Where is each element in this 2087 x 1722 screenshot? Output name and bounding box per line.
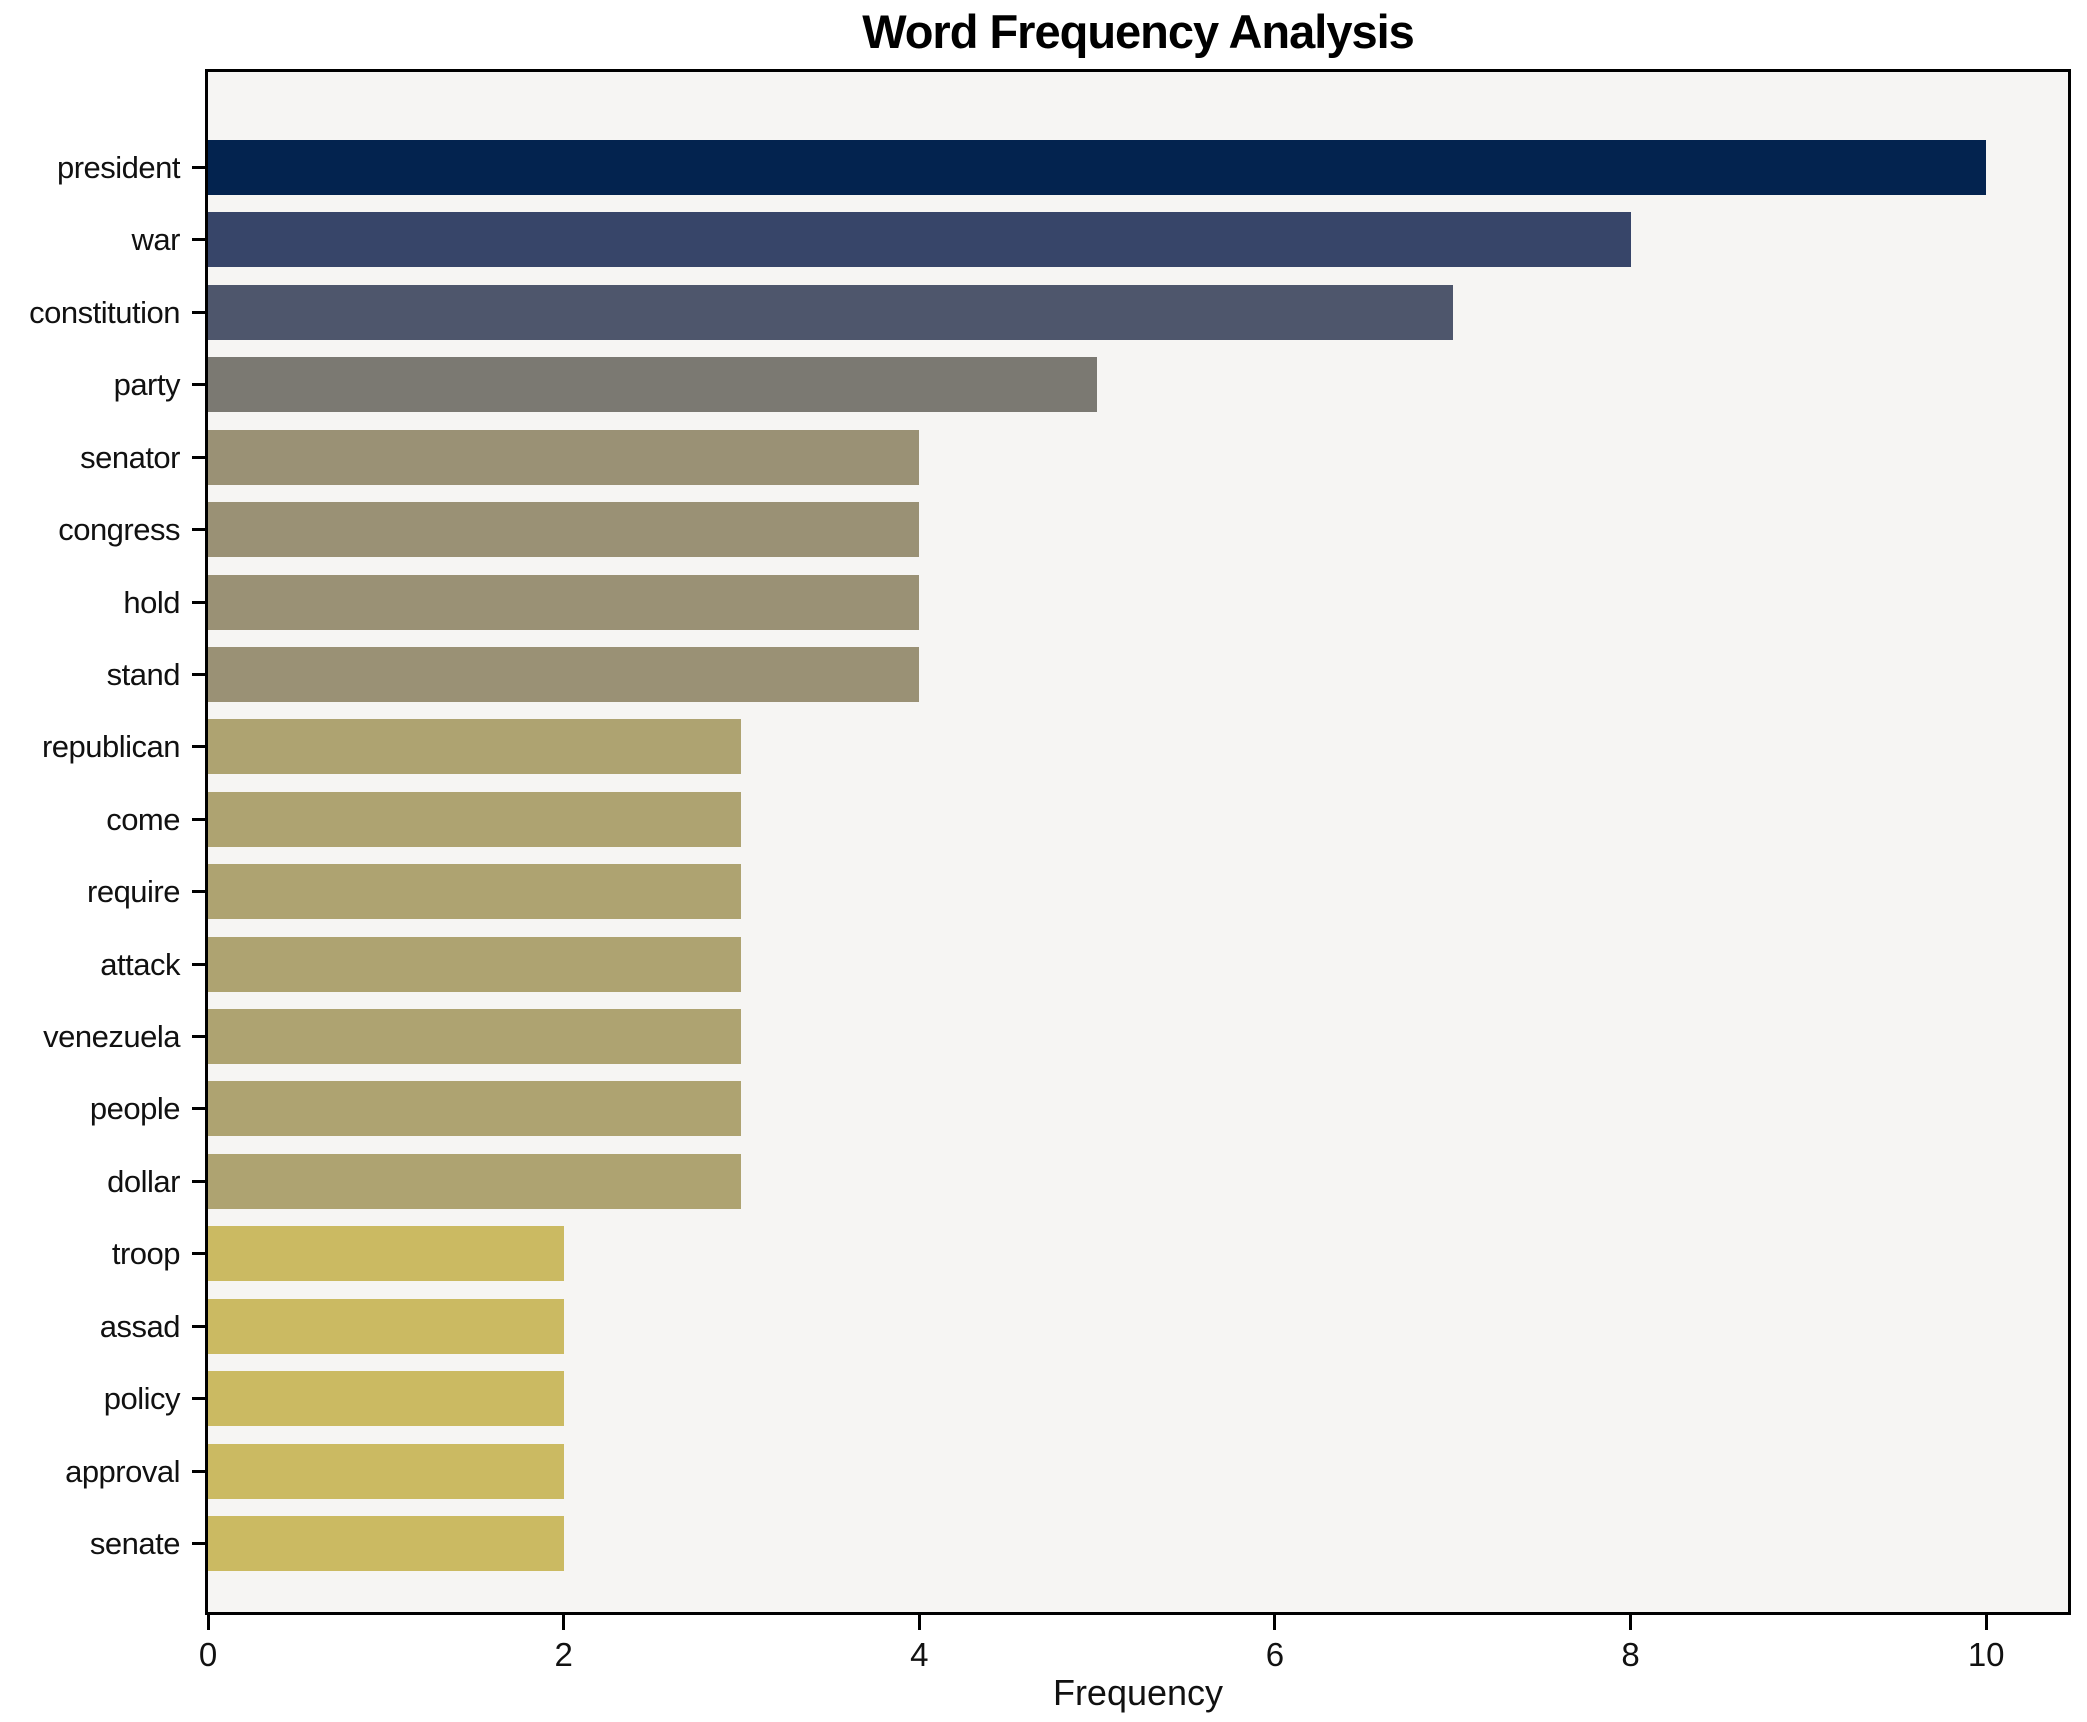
y-tick-label: dollar [107,1163,180,1199]
y-tick [192,1469,205,1473]
y-tick [192,166,205,169]
y-tick-label: policy [103,1381,181,1417]
y-tick-label: senator [80,439,180,475]
x-tick-label: 4 [910,1636,929,1673]
y-tick [192,1252,205,1256]
y-tick-label: president [56,150,181,185]
bar-attack [208,936,742,992]
y-tick [192,383,205,387]
y-tick-label: hold [123,584,180,620]
bar-hold [208,574,920,630]
y-tick-label: require [87,874,181,910]
bar-constitution [208,284,1453,340]
bar-row: senator [80,429,2068,485]
y-tick [192,310,205,314]
y-tick [192,238,205,242]
y-tick [192,1035,205,1039]
plot-inner: president war constitution party senator cong… [29,72,2068,1612]
y-tick-label: republican [41,729,181,765]
bar-row: require [87,864,2068,920]
bar-row: constitution [29,284,2068,340]
y-tick [192,600,205,604]
y-tick [192,1179,205,1183]
bar-party [208,357,1098,413]
y-tick-label: assad [99,1308,181,1344]
y-tick-label: stand [106,656,181,692]
x-tick-label: 2 [554,1636,573,1673]
x-tick [1984,1615,1988,1630]
x-tick [1273,1615,1277,1630]
bar-dollar [208,1153,742,1209]
y-tick-label: troop [111,1236,181,1272]
x-axis: 0 2 4 6 8 10 [199,1615,2068,1685]
bar-people [208,1081,742,1137]
bar-president [208,140,1987,195]
x-tick [1629,1615,1633,1630]
x-tick [206,1615,210,1630]
bar-row: congress [58,502,2068,558]
y-tick-label: people [89,1091,181,1127]
y-tick [192,745,205,749]
bar-policy [208,1371,564,1427]
bar-venezuela [208,1009,742,1065]
bar-row: dollar [107,1153,2068,1209]
y-tick [192,817,205,821]
x-tick-label: 0 [198,1636,218,1673]
y-tick [192,962,205,966]
y-tick [192,890,205,894]
y-tick [192,1542,205,1545]
bar-row: president [57,140,2068,195]
y-tick [192,455,205,459]
y-tick-label: venezuela [43,1019,180,1055]
y-tick-label: constitution [29,294,180,330]
bar-row: troop [112,1226,2068,1282]
bar-row: republican [42,719,2068,775]
y-tick [192,1324,205,1328]
x-tick-label: 8 [1621,1636,1640,1673]
bar-troop [208,1226,564,1282]
bar-row: stand [107,646,2068,702]
bar-congress [208,502,920,558]
bar-row: hold [123,574,2068,630]
y-tick-label: come [106,801,180,837]
bar-row: policy [104,1371,2068,1427]
y-tick [192,1397,205,1401]
bar-senate [208,1516,564,1571]
bar-war [208,212,1631,268]
bar-stand [208,646,920,702]
bar-senator [208,429,920,485]
y-tick-label: attack [100,946,180,982]
y-tick-label: approval [65,1453,180,1489]
bar-approval [208,1443,564,1499]
y-tick [192,1107,205,1111]
bar-row: party [114,357,2068,413]
y-tick [192,672,205,676]
y-tick-label: war [131,222,181,258]
x-tick [917,1615,921,1630]
bar-row: come [106,791,2068,847]
y-tick-label: congress [58,512,180,548]
y-tick-label: senate [89,1526,181,1561]
bar-require [208,864,742,920]
bar-row: senate [90,1516,2068,1571]
bar-row: approval [65,1443,2068,1499]
x-axis-label: Frequency [1052,1672,1224,1713]
plot-area: president war constitution party senator cong… [29,69,2071,1615]
x-tick-label: 10 [1967,1636,2005,1673]
bar-row: attack [100,936,2068,992]
bar-come [208,791,742,847]
bar-row: people [90,1081,2068,1137]
x-tick-label: 6 [1265,1636,1285,1673]
bar-row: assad [100,1298,2068,1354]
bar-republican [208,719,742,775]
bar-row: venezuela [43,1009,2068,1065]
bar-assad [208,1298,564,1354]
chart-title: Word Frequency Analysis [862,5,1415,58]
y-tick [192,528,205,532]
x-tick [562,1615,566,1630]
bar-row: war [132,212,2068,268]
y-tick-label: party [113,367,181,403]
